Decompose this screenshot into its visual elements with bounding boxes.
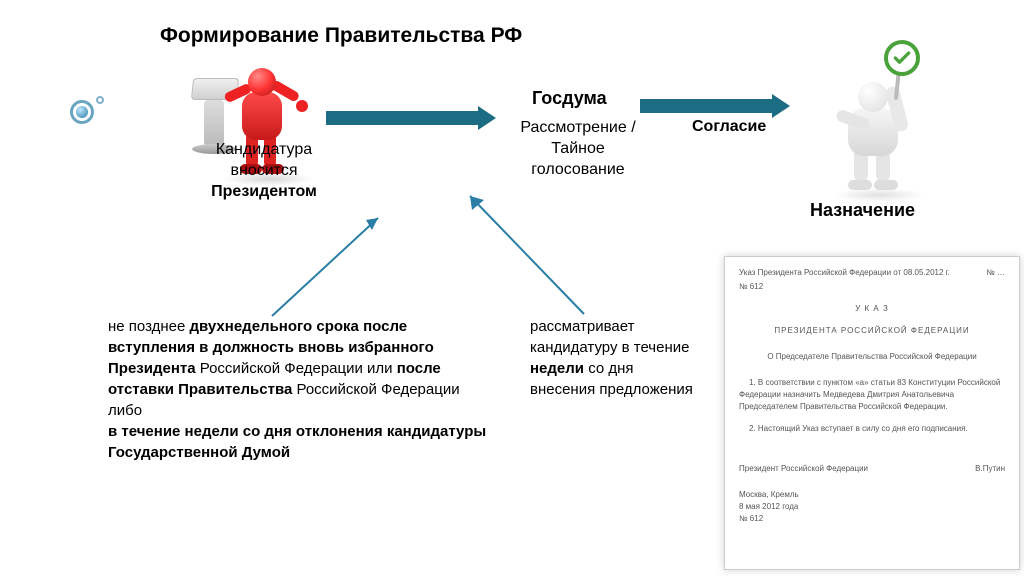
stage-president-caption: Кандидатура вносится Президентом [194, 140, 334, 202]
arrow-president-to-duma [326, 106, 496, 130]
approval-figure-icon [800, 48, 960, 208]
page-title: Формирование Правительства РФ [160, 24, 522, 48]
decree-header-left: Указ Президента Российской Федерации от … [739, 267, 950, 279]
decree-sig-left: Президент Российской Федерации [739, 463, 868, 475]
bullet-decoration [70, 100, 94, 124]
decree-foot1: Москва, Кремль [739, 489, 1005, 501]
decree-p2: 2. Настоящий Указ вступает в силу со дня… [739, 423, 1005, 435]
decree-foot3: № 612 [739, 513, 1005, 525]
decree-foot2: 8 мая 2012 года [739, 501, 1005, 513]
decree-header-right: № … [986, 267, 1005, 279]
decree-subject: О Председателе Правительства Российской … [739, 351, 1005, 363]
decree-p1: 1. В соответствии с пунктом «а» статьи 8… [739, 377, 1005, 413]
stage-duma-title: Госдума [532, 88, 607, 109]
decree-sig-right: В.Путин [975, 463, 1005, 475]
note-deadline-duma: рассматривает кандидатуру в течение неде… [530, 316, 700, 400]
arrow-note-to-president [268, 208, 388, 320]
decree-header-num: № 612 [739, 281, 1005, 293]
decree-title2: ПРЕЗИДЕНТА РОССИЙСКОЙ ФЕДЕРАЦИИ [739, 325, 1005, 337]
checkmark-icon [884, 40, 920, 76]
decree-document: Указ Президента Российской Федерации от … [724, 256, 1020, 570]
stage-consent: Согласие [692, 118, 766, 136]
decree-title1: У К А З [739, 303, 1005, 315]
note-deadline-president: не позднее двухнедельного срока после вс… [108, 316, 488, 463]
arrow-note-to-duma [454, 186, 594, 318]
arrow-duma-to-appoint [640, 94, 790, 118]
stage-appointment: Назначение [810, 200, 915, 221]
stage-duma-caption: Рассмотрение / Тайное голосование [498, 118, 658, 180]
